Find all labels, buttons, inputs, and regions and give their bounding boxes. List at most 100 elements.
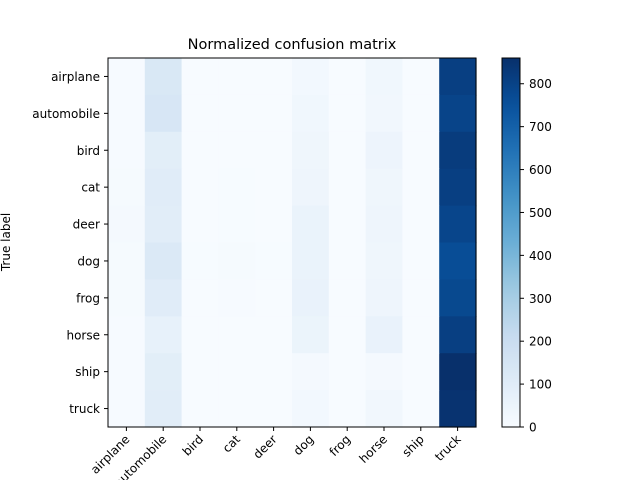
heatmap-cell xyxy=(144,279,183,317)
heatmap-cell xyxy=(218,94,256,133)
heatmap-cell xyxy=(365,94,403,133)
x-tick-label: truck xyxy=(432,432,464,464)
heatmap-cell xyxy=(144,390,183,428)
heatmap-cell xyxy=(439,316,477,354)
heatmap-cell xyxy=(292,168,330,207)
heatmap-cell xyxy=(181,279,219,317)
heatmap-cell xyxy=(181,94,219,133)
heatmap-cell xyxy=(181,353,219,391)
heatmap-cell xyxy=(402,131,440,170)
heatmap-cell xyxy=(255,94,293,133)
colorbar-axis: 0 100 200 300 400 500 600 700 800 xyxy=(520,77,552,435)
heatmap-cell xyxy=(108,316,146,354)
heatmap-cell xyxy=(108,205,146,244)
heatmap-cell xyxy=(328,353,367,391)
heatmap-cell xyxy=(328,279,367,317)
heatmap-cell xyxy=(439,94,477,133)
y-tick-label: cat xyxy=(81,181,100,195)
heatmap-cell xyxy=(328,131,367,170)
x-tick-label: bird xyxy=(180,432,206,458)
heatmap-cell xyxy=(181,390,219,428)
heatmap-cell xyxy=(108,279,146,317)
heatmap-cell xyxy=(439,58,477,96)
heatmap-cell xyxy=(181,242,219,280)
heatmap-cell xyxy=(255,168,293,207)
y-tick-label: horse xyxy=(66,328,100,342)
chart-title: Normalized confusion matrix xyxy=(188,37,397,53)
y-axis-label: True label xyxy=(0,213,13,272)
heatmap-cell xyxy=(328,205,367,244)
x-tick-label: dog xyxy=(291,432,317,458)
heatmap-cell xyxy=(402,316,440,354)
heatmap-cell xyxy=(144,242,183,280)
heatmap-cell xyxy=(365,353,403,391)
colorbar-tick-label: 600 xyxy=(529,163,552,177)
heatmap-cell xyxy=(439,131,477,170)
heatmap-cell xyxy=(402,353,440,391)
heatmap-cell xyxy=(108,94,146,133)
heatmap-cell xyxy=(292,279,330,317)
heatmap-cell xyxy=(402,205,440,244)
heatmap-cell xyxy=(439,242,477,280)
heatmap-cell xyxy=(402,94,440,133)
x-tick-label: horse xyxy=(357,432,391,466)
heatmap-cell xyxy=(365,242,403,280)
heatmap-cell xyxy=(144,205,183,244)
heatmap-cell xyxy=(255,205,293,244)
heatmap-cell xyxy=(328,94,367,133)
heatmap-cell xyxy=(328,242,367,280)
heatmap-cell xyxy=(292,131,330,170)
heatmap-cell xyxy=(255,353,293,391)
heatmap-cell xyxy=(439,390,477,428)
heatmap-cell xyxy=(108,242,146,280)
heatmap-cell xyxy=(218,205,256,244)
y-tick-label: deer xyxy=(73,218,100,232)
y-tick-label: frog xyxy=(76,291,100,305)
heatmap-cell xyxy=(328,168,367,207)
y-tick-label: airplane xyxy=(51,70,100,84)
heatmap-cell xyxy=(144,353,183,391)
heatmap-cell xyxy=(365,168,403,207)
heatmap-cell xyxy=(181,58,219,96)
heatmap-cell xyxy=(328,58,367,96)
y-tick-label: dog xyxy=(77,254,100,268)
heatmap-cell xyxy=(292,242,330,280)
heatmap-cell xyxy=(439,168,477,207)
heatmap-cell xyxy=(108,131,146,170)
heatmap-cell xyxy=(255,316,293,354)
heatmap-cell xyxy=(328,316,367,354)
heatmap-cell xyxy=(144,94,183,133)
heatmap-cell xyxy=(439,279,477,317)
heatmap-cell xyxy=(218,390,256,428)
heatmap-cell xyxy=(365,205,403,244)
heatmap-cell xyxy=(402,242,440,280)
heatmap-cell xyxy=(328,390,367,428)
heatmap-cell xyxy=(292,316,330,354)
heatmap-cell xyxy=(108,168,146,207)
heatmap-cell xyxy=(365,279,403,317)
heatmap-cell xyxy=(365,131,403,170)
colorbar xyxy=(501,57,521,428)
y-tick-label: ship xyxy=(75,365,100,379)
colorbar-tick-label: 200 xyxy=(529,335,552,349)
heatmap-cell xyxy=(218,131,256,170)
heatmap-cell xyxy=(365,316,403,354)
heatmap-cell xyxy=(181,131,219,170)
x-tick-label: frog xyxy=(327,432,354,459)
x-tick-label: ship xyxy=(399,432,426,459)
heatmap-cell xyxy=(144,58,183,96)
heatmap-cell xyxy=(218,279,256,317)
heatmap-cell xyxy=(255,242,293,280)
colorbar-tick-label: 300 xyxy=(529,292,552,306)
heatmap-cell xyxy=(402,58,440,96)
x-tick-label: cat xyxy=(220,432,243,455)
heatmap-cell xyxy=(144,168,183,207)
heatmap-cell xyxy=(439,353,477,391)
heatmap-cell xyxy=(402,390,440,428)
heatmap-cell xyxy=(218,353,256,391)
plot-frame xyxy=(107,57,477,428)
colorbar-tick-label: 0 xyxy=(529,421,537,435)
heatmap-cell xyxy=(144,316,183,354)
